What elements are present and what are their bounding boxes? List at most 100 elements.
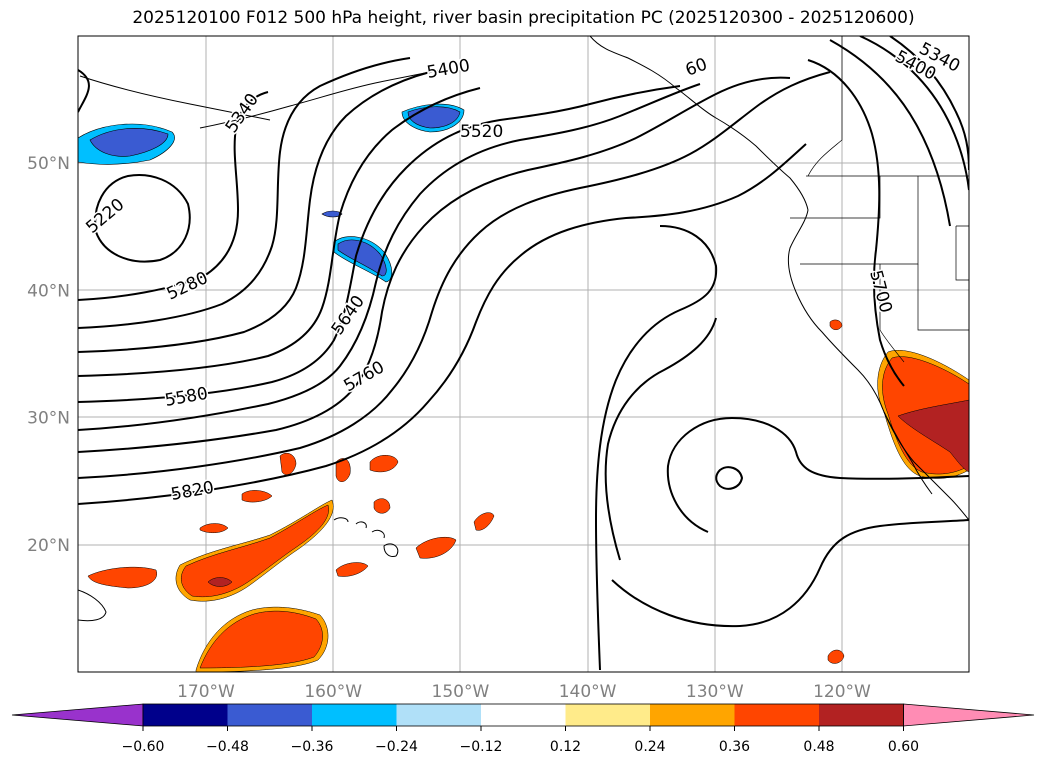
contour-high-inner xyxy=(604,317,717,561)
colorbar-box xyxy=(481,704,566,726)
colorbar-extend-high xyxy=(903,703,1035,727)
coastline-hawaii xyxy=(333,517,399,557)
contour-5820 xyxy=(78,143,807,505)
pos-area-hawaii-southwest-core xyxy=(180,504,329,598)
lon-label: 160°W xyxy=(304,682,362,702)
coastline-north-america xyxy=(787,209,969,521)
pos-area-hawaii-southwest-peak xyxy=(207,577,233,587)
colorbar-tick-label: −0.60 xyxy=(122,739,165,755)
neg-area-small xyxy=(321,210,343,218)
contour-5700 xyxy=(807,59,905,387)
colorbar: −0.60 −0.48 −0.36 −0.24 −0.12 0.12 0.24 0.36 0.4… xyxy=(11,703,1035,755)
contour-label-5760: 5760 xyxy=(341,357,388,396)
contour-5580 xyxy=(78,83,701,431)
pos-area-california-peak xyxy=(897,399,969,473)
latitude-labels: 50°N 40°N 30°N 20°N xyxy=(27,154,70,556)
border-state-3 xyxy=(917,264,969,331)
contour-high-loop xyxy=(594,225,718,671)
lon-label: 130°W xyxy=(686,682,744,702)
colorbar-tick-label: 0.48 xyxy=(803,739,834,755)
colorbar-extend-low xyxy=(11,703,144,727)
pos-area-islet-1 xyxy=(279,453,297,475)
longitude-labels: 170°W 160°W 150°W 140°W 130°W 120°W xyxy=(177,682,871,702)
contour-low-center-5220 xyxy=(94,174,191,263)
neg-area-aleutian-west-core xyxy=(89,128,169,157)
lat-label: 40°N xyxy=(27,281,70,301)
pos-area-islet-5 xyxy=(373,498,391,514)
colorbar-tick-label: 0.24 xyxy=(634,739,665,755)
contour-label-60: 60 xyxy=(683,55,710,81)
colorbar-tick-label: 0.60 xyxy=(888,739,919,755)
contour-east-extra xyxy=(859,36,969,191)
colorbar-box xyxy=(819,704,904,726)
contour-5340 xyxy=(78,57,411,329)
coastlines xyxy=(78,36,969,622)
colorbar-tick-label: −0.12 xyxy=(460,739,503,755)
pos-area-west-small xyxy=(87,566,158,589)
contour-label-5220: 5220 xyxy=(82,195,128,238)
contour-label-5640: 5640 xyxy=(328,292,369,339)
contour-cutoff-low xyxy=(666,416,969,533)
pos-area-coast-small xyxy=(829,319,843,330)
pos-area-islet-8 xyxy=(335,562,369,577)
contour-east-5340 xyxy=(889,36,969,171)
pos-area-islet-3 xyxy=(369,455,399,473)
colorbar-box xyxy=(312,704,397,726)
contour-5460 xyxy=(78,87,481,377)
lon-label: 170°W xyxy=(177,682,235,702)
border-state-2 xyxy=(800,176,919,265)
border-bc-alaska xyxy=(807,36,843,177)
contour-east-5400 xyxy=(829,39,951,227)
positive-pc-areas xyxy=(87,319,969,672)
pos-area-islet-9 xyxy=(199,523,229,533)
colorbar-box xyxy=(396,704,482,726)
pos-area-south-core xyxy=(199,610,323,669)
border-state-4 xyxy=(879,264,905,363)
colorbar-box xyxy=(565,704,651,726)
contour-small-closed xyxy=(715,466,744,490)
contour-label-5820: 5820 xyxy=(169,478,215,505)
coastline-baja xyxy=(883,411,933,495)
contour-5520 xyxy=(78,85,681,403)
contour-label-5700: 5700 xyxy=(865,268,896,315)
lon-label: 120°W xyxy=(813,682,871,702)
lat-label: 20°N xyxy=(27,536,70,556)
coastline-aleutians-west xyxy=(79,75,271,121)
lon-label: 140°W xyxy=(559,682,617,702)
contour-5280 xyxy=(78,91,269,301)
colorbar-box xyxy=(143,704,228,726)
contour-5640 xyxy=(78,76,791,453)
height-contours xyxy=(78,36,969,671)
contour-5400 xyxy=(78,71,431,353)
lon-label: 150°W xyxy=(432,682,490,702)
coastline-alaska xyxy=(589,36,809,211)
contour-west-ridge xyxy=(78,69,90,113)
contour-5760 xyxy=(78,71,831,479)
colorbar-box xyxy=(734,704,820,726)
lat-label: 30°N xyxy=(27,409,70,429)
contour-label-5580: 5580 xyxy=(163,384,209,411)
pos-area-islet-6 xyxy=(415,537,457,559)
lat-label: 50°N xyxy=(27,154,70,174)
contour-label-5400: 5400 xyxy=(425,56,471,83)
border-state-5 xyxy=(955,225,969,281)
contour-label-5280: 5280 xyxy=(164,268,212,304)
coastline-asia-corner xyxy=(78,589,107,622)
coastline-aleutians xyxy=(199,69,441,129)
pos-area-islet-7 xyxy=(473,512,495,531)
pos-area-baja-small xyxy=(827,649,845,664)
colorbar-tick-label: −0.48 xyxy=(206,739,249,755)
colorbar-tick-label: 0.36 xyxy=(719,739,750,755)
map-title: 2025120100 F012 500 hPa height, river ba… xyxy=(132,8,915,28)
contour-subtropical-low xyxy=(611,519,969,628)
colorbar-outline xyxy=(142,703,904,727)
colorbar-box xyxy=(650,704,735,726)
colorbar-tick-label: −0.36 xyxy=(291,739,334,755)
pos-area-islet-2 xyxy=(335,458,351,482)
colorbar-tick-label: 0.12 xyxy=(550,739,581,755)
negative-pc-areas xyxy=(78,103,465,283)
colorbar-box xyxy=(227,704,313,726)
colorbar-tick-label: −0.24 xyxy=(375,739,418,755)
contour-label-5520: 5520 xyxy=(460,122,503,142)
